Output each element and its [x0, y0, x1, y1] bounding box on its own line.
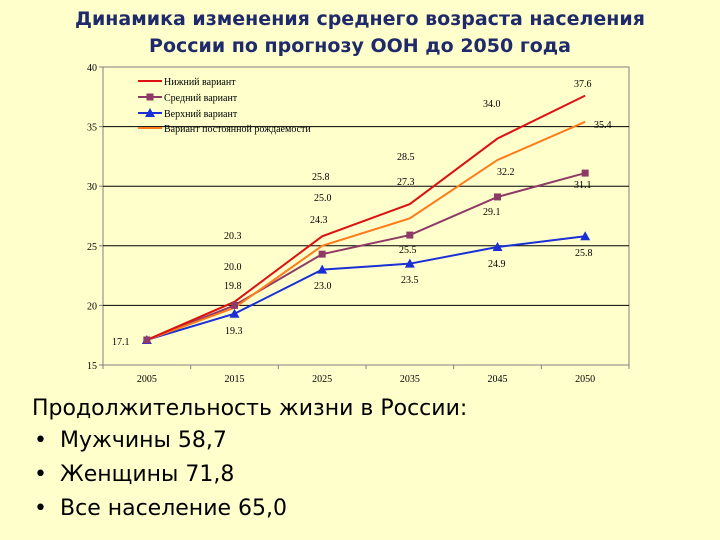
chart-title: Динамика изменения среднего возраста нас… [0, 6, 720, 60]
triangle-marker [229, 308, 240, 318]
chart-title-line2: России по прогнозу ООН до 2050 года [149, 35, 571, 57]
legend-label: Верхний вариант [164, 109, 238, 120]
bullet-icon: • [34, 496, 47, 521]
data-label: 24.3 [310, 215, 328, 226]
data-label: 19.8 [224, 281, 242, 292]
chart-title-line1: Динамика изменения среднего возраста нас… [75, 8, 645, 30]
list-item-women: • Женщины 71,8 [32, 458, 467, 492]
legend-square-marker [146, 93, 154, 101]
life-expectancy-block: Продолжительность жизни в России: • Мужчи… [32, 394, 467, 526]
data-label: 28.5 [397, 152, 415, 163]
series-line [146, 120, 586, 341]
bullet-icon: • [34, 462, 47, 487]
list-item-text: Женщины 71,8 [60, 462, 235, 487]
square-marker [318, 250, 326, 258]
data-label: 20.0 [224, 262, 242, 273]
x-tick-label: 2005 [137, 374, 157, 385]
y-tick-label: 30 [87, 182, 97, 193]
square-marker [406, 231, 414, 239]
data-label: 23.5 [401, 275, 419, 286]
x-tick-label: 2015 [225, 374, 245, 385]
data-label: 35.4 [594, 120, 612, 131]
y-tick-label: 40 [87, 63, 97, 74]
life-expectancy-heading: Продолжительность жизни в России: [32, 396, 468, 421]
series-line [146, 94, 586, 341]
square-marker [143, 336, 151, 344]
x-tick-label: 2025 [312, 374, 332, 385]
y-tick-label: 15 [87, 361, 97, 372]
square-marker [231, 301, 238, 309]
triangle-marker [492, 241, 503, 251]
list-item-men: • Мужчины 58,7 [32, 424, 467, 458]
data-label: 29.1 [483, 207, 501, 218]
data-label: 24.9 [488, 259, 506, 270]
triangle-marker [580, 231, 591, 241]
triangle-marker [404, 258, 415, 268]
data-label: 25.8 [312, 172, 330, 183]
x-tick-label: 2035 [400, 374, 420, 385]
series-line [146, 235, 586, 341]
series-line [146, 172, 586, 341]
data-label: 19.3 [225, 326, 243, 337]
x-tick-label: 2050 [575, 374, 595, 385]
data-label: 17.1 [112, 337, 130, 348]
triangle-marker [317, 264, 328, 274]
data-label: 27.3 [397, 177, 415, 188]
x-tick-label: 2045 [488, 374, 508, 385]
data-label: 32.2 [497, 167, 515, 178]
y-tick-label: 20 [87, 301, 97, 312]
bullet-icon: • [34, 428, 47, 453]
data-label: 25.0 [314, 193, 332, 204]
data-label: 37.6 [574, 79, 592, 90]
list-item-all: • Все население 65,0 [32, 492, 467, 526]
legend-label: Вариант постоянной рождаемости [164, 124, 311, 135]
data-label: 23.0 [314, 281, 332, 292]
data-label: 25.8 [575, 248, 593, 259]
data-label: 34.0 [483, 99, 501, 110]
list-item-text: Мужчины 58,7 [60, 428, 227, 453]
legend-label: Средний вариант [164, 93, 238, 104]
legend-label: Нижний вариант [164, 77, 236, 88]
data-label: 20.3 [224, 231, 242, 242]
life-expectancy-list: • Мужчины 58,7 • Женщины 71,8 • Все населен… [32, 424, 467, 526]
data-label: 31.1 [574, 180, 592, 191]
list-item-text: Все население 65,0 [60, 496, 288, 521]
legend-triangle-marker [145, 108, 155, 117]
y-tick-label: 25 [87, 242, 97, 253]
square-marker [494, 193, 501, 201]
y-tick-label: 35 [87, 123, 97, 134]
square-marker [581, 169, 589, 177]
data-label: 25.5 [399, 245, 417, 256]
